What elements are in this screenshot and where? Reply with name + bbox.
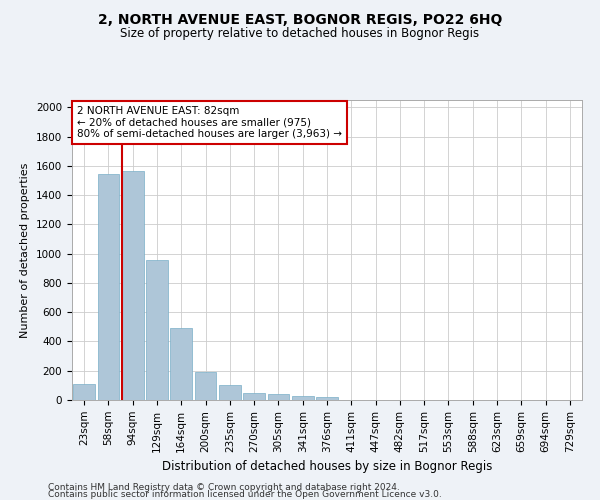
Bar [170,328,192,400]
Bar [146,260,168,400]
Bar [122,171,143,400]
Bar [243,393,265,400]
Text: Size of property relative to detached houses in Bognor Regis: Size of property relative to detached ho… [121,28,479,40]
Bar [268,394,289,400]
Text: Contains public sector information licensed under the Open Government Licence v3: Contains public sector information licen… [48,490,442,499]
Text: 2 NORTH AVENUE EAST: 82sqm
← 20% of detached houses are smaller (975)
80% of sem: 2 NORTH AVENUE EAST: 82sqm ← 20% of deta… [77,106,342,139]
X-axis label: Distribution of detached houses by size in Bognor Regis: Distribution of detached houses by size … [162,460,492,473]
Text: 2, NORTH AVENUE EAST, BOGNOR REGIS, PO22 6HQ: 2, NORTH AVENUE EAST, BOGNOR REGIS, PO22… [98,12,502,26]
Text: Contains HM Land Registry data © Crown copyright and database right 2024.: Contains HM Land Registry data © Crown c… [48,484,400,492]
Bar [97,174,119,400]
Bar [194,372,217,400]
Bar [316,398,338,400]
Bar [292,396,314,400]
Bar [73,384,95,400]
Bar [219,386,241,400]
Y-axis label: Number of detached properties: Number of detached properties [20,162,31,338]
